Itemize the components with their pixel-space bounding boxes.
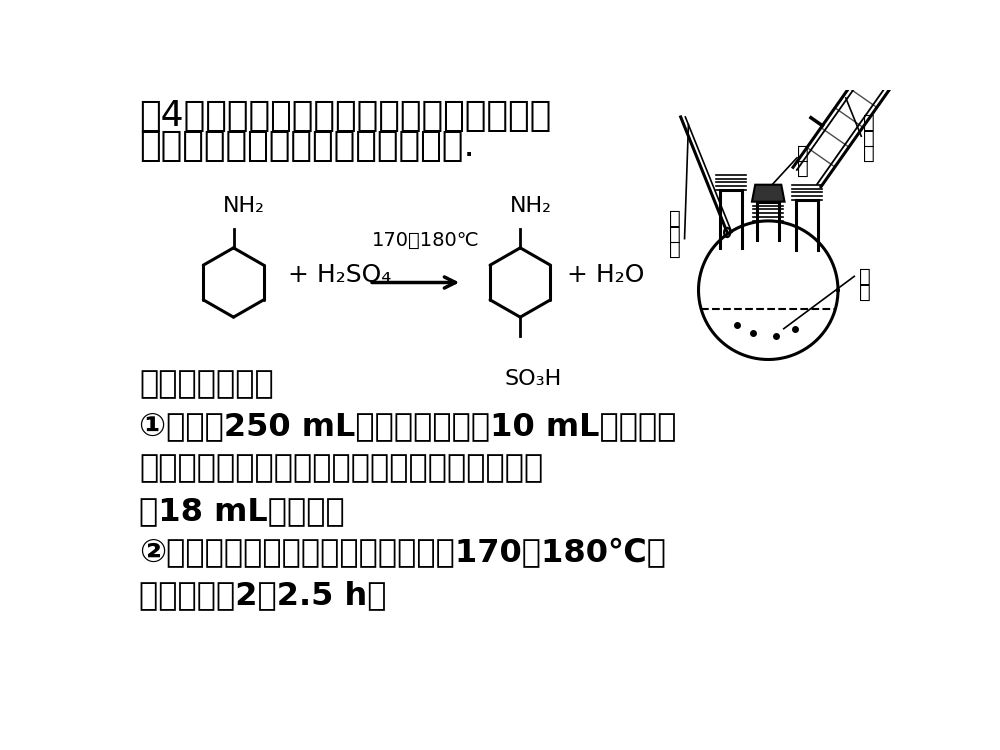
Text: 例4、对氨基苯磺酸是制取染料和一些药物: 例4、对氨基苯磺酸是制取染料和一些药物 (139, 99, 551, 134)
Text: 石: 石 (859, 283, 871, 302)
Text: + H₂O: + H₂O (567, 262, 644, 286)
Text: 温: 温 (669, 209, 681, 228)
Text: 粒沸石，将三颈烧瓶放入冷水中冷却，小心地加: 粒沸石，将三颈烧瓶放入冷水中冷却，小心地加 (139, 454, 543, 484)
Text: NH₂: NH₂ (509, 196, 551, 216)
Text: 170～180℃: 170～180℃ (371, 231, 479, 251)
Text: 维持此温度2～2.5 h。: 维持此温度2～2.5 h。 (139, 580, 386, 611)
Text: ②将三颈烧瓶置于油浴中缓慢加热至170～180℃，: ②将三颈烧瓶置于油浴中缓慢加热至170～180℃， (139, 538, 666, 569)
Polygon shape (752, 184, 785, 202)
Text: 冷: 冷 (863, 113, 875, 132)
Text: + H₂SO₄: + H₂SO₄ (288, 262, 391, 286)
Text: 度: 度 (669, 225, 681, 244)
Text: 的重要中间体，可由苯胺磺化得到.: 的重要中间体，可由苯胺磺化得到. (139, 128, 475, 163)
Text: 计: 计 (669, 240, 681, 260)
Text: NH₂: NH₂ (223, 196, 265, 216)
Text: 子: 子 (797, 159, 809, 178)
Text: 塞: 塞 (797, 144, 809, 163)
Text: 实验步骤如下：: 实验步骤如下： (139, 369, 274, 400)
Text: 管: 管 (863, 144, 875, 163)
Text: 沸: 沸 (859, 267, 871, 286)
Text: ①在一个250 mL三颈烧瓶中加入10 mL苯胺及几: ①在一个250 mL三颈烧瓶中加入10 mL苯胺及几 (139, 411, 676, 442)
Text: SO₃H: SO₃H (505, 369, 562, 388)
Text: 凝: 凝 (863, 128, 875, 148)
Text: 入18 mL浓硫酸。: 入18 mL浓硫酸。 (139, 496, 345, 526)
